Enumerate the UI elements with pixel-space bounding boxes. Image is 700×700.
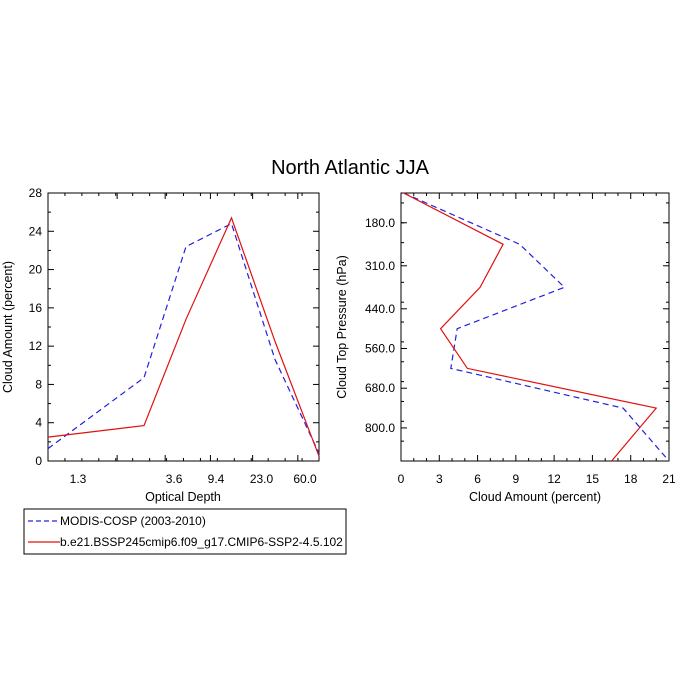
right-x-tick-label: 6 (474, 472, 481, 486)
left-panel-ticks: 0 4 8 12 16 20 24 28 1.3 3.6 9.4 23.0 60.0 (29, 186, 320, 486)
legend-label-model: b.e21.BSSP245cmip6.f09_g17.CMIP6-SSP2-4.… (60, 535, 343, 549)
left-y-tick-label: 0 (35, 454, 42, 468)
left-y-tick-label: 16 (29, 301, 43, 315)
right-y-tick-label: 560.0 (365, 342, 395, 356)
left-series-model-line (47, 216, 320, 457)
left-series-modis-line (47, 222, 320, 454)
left-y-tick-label: 20 (29, 263, 43, 277)
right-y-tick-label: 180.0 (365, 216, 395, 230)
left-y-tick-label: 12 (29, 339, 43, 353)
left-panel: 0 4 8 12 16 20 24 28 1.3 3.6 9.4 23.0 60.0 Optical D… (1, 186, 320, 504)
right-series-model-line (403, 192, 658, 462)
right-panel: 0 3 6 9 12 15 18 21 180.0 310.0 440.0 560.0 680.0 800… (335, 192, 676, 504)
left-y-tick-label: 28 (29, 186, 43, 200)
right-y-tick-label: 310.0 (365, 259, 395, 273)
right-y-tick-label: 800.0 (365, 421, 395, 435)
right-panel-lines (403, 192, 670, 462)
left-x-tick-label: 3.6 (166, 472, 183, 486)
right-x-axis-label: Cloud Amount (percent) (469, 490, 601, 504)
right-y-tick-label: 440.0 (365, 302, 395, 316)
right-x-tick-label: 21 (662, 472, 676, 486)
right-x-tick-label: 3 (436, 472, 443, 486)
left-y-tick-label: 24 (29, 224, 43, 238)
right-y-tick-label: 680.0 (365, 381, 395, 395)
right-series-modis-line (403, 192, 670, 462)
legend: MODIS-COSP (2003-2010) b.e21.BSSP245cmip… (23, 508, 347, 555)
chart-title: North Atlantic JJA (271, 157, 430, 179)
right-x-tick-label: 15 (586, 472, 600, 486)
left-y-tick-label: 8 (35, 377, 42, 391)
left-panel-lines (47, 216, 320, 457)
left-x-tick-label: 23.0 (250, 472, 274, 486)
legend-box (23, 508, 347, 555)
left-x-tick-label: 1.3 (70, 472, 87, 486)
right-x-tick-label: 12 (547, 472, 561, 486)
right-y-axis-label: Cloud Top Pressure (hPa) (335, 255, 349, 399)
right-plot-frame (400, 192, 670, 462)
right-x-tick-label: 9 (513, 472, 520, 486)
left-x-tick-label: 9.4 (208, 472, 225, 486)
left-y-tick-label: 4 (35, 416, 42, 430)
left-x-axis-label: Optical Depth (145, 490, 221, 504)
legend-label-modis: MODIS-COSP (2003-2010) (60, 514, 206, 528)
right-panel-ticks: 0 3 6 9 12 15 18 21 180.0 310.0 440.0 560.0 680.0 800… (365, 193, 676, 486)
left-x-tick-label: 60.0 (293, 472, 317, 486)
left-y-axis-label: Cloud Amount (percent) (1, 261, 15, 393)
right-x-tick-label: 18 (624, 472, 638, 486)
right-x-tick-label: 0 (398, 472, 405, 486)
